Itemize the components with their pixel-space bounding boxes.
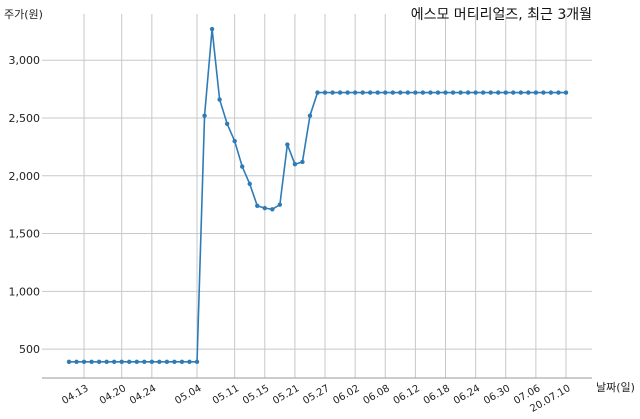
x-tick-label: 05.11 — [211, 383, 241, 407]
x-tick-label: 04.20 — [98, 383, 128, 407]
data-point — [247, 181, 252, 187]
data-point — [300, 159, 305, 165]
data-point — [187, 359, 192, 365]
data-point — [375, 90, 380, 95]
data-point — [383, 90, 388, 95]
data-point — [277, 202, 283, 207]
x-tick-label: 04.24 — [128, 383, 158, 407]
data-point — [209, 26, 215, 32]
data-point — [157, 359, 162, 365]
data-point — [398, 90, 403, 95]
data-point — [179, 359, 185, 365]
x-tick-label: 05.21 — [271, 383, 301, 407]
x-tick-label: 06.12 — [392, 383, 422, 407]
data-point — [511, 90, 516, 95]
data-point — [488, 90, 493, 95]
x-tick-label: 06.08 — [361, 383, 391, 407]
y-tick-label: 1,000 — [9, 285, 41, 298]
data-point — [360, 90, 365, 95]
data-point — [217, 97, 222, 102]
data-point — [420, 90, 426, 95]
data-point — [556, 90, 561, 95]
data-point — [458, 90, 463, 95]
data-point — [172, 359, 177, 365]
x-tick-label: 06.18 — [422, 383, 452, 407]
data-point — [413, 90, 418, 95]
data-point — [435, 90, 441, 95]
data-point — [164, 359, 170, 365]
data-point — [473, 90, 478, 95]
data-point — [149, 359, 155, 365]
data-point — [119, 359, 124, 365]
data-point — [96, 359, 102, 365]
data-point — [89, 359, 94, 365]
x-axis-label: 날짜(일) — [596, 380, 635, 394]
y-tick-label: 3,000 — [9, 54, 41, 67]
x-tick-label: 06.24 — [452, 383, 482, 407]
x-tick-label: 05.04 — [173, 383, 203, 407]
data-point — [111, 359, 117, 365]
data-point — [533, 90, 539, 95]
data-point — [104, 359, 109, 365]
data-point — [345, 90, 350, 95]
data-point — [285, 142, 290, 147]
data-point — [81, 359, 87, 365]
series-line — [69, 28, 566, 363]
data-point — [405, 90, 411, 95]
data-point — [66, 359, 72, 365]
x-tick-label: 05.27 — [301, 383, 331, 407]
x-tick-label: 06.02 — [331, 383, 361, 407]
data-point — [270, 207, 275, 212]
data-point — [322, 90, 328, 95]
data-point — [526, 90, 531, 95]
grid — [42, 14, 592, 378]
data-point — [202, 113, 207, 118]
data-point — [142, 359, 147, 365]
data-point — [262, 205, 267, 211]
y-tick-labels: 500 1,000 1,500 2,000 2,500 3,000 — [9, 54, 41, 356]
x-tick-label: 06.30 — [482, 383, 512, 407]
data-point — [503, 90, 508, 95]
y-tick-label: 1,500 — [9, 228, 41, 241]
data-point — [337, 90, 343, 95]
data-point — [428, 90, 433, 95]
data-point — [232, 138, 237, 144]
data-point — [224, 121, 230, 126]
data-point — [518, 90, 524, 95]
data-points — [66, 26, 569, 365]
data-point — [541, 90, 546, 95]
data-point — [194, 359, 200, 365]
data-point — [496, 90, 501, 95]
x-tick-label: 05.15 — [241, 383, 271, 407]
x-tick-labels: 04.13 04.20 04.24 05.04 05.11 05.15 05.21 05.27… — [60, 383, 572, 415]
data-point — [134, 359, 139, 365]
data-point — [307, 113, 313, 118]
x-tick-label: 04.13 — [60, 383, 90, 407]
data-point — [563, 90, 569, 95]
y-tick-label: 2,000 — [9, 170, 41, 183]
y-tick-label: 500 — [19, 343, 40, 356]
y-axis-label: 주가(원) — [4, 8, 43, 21]
data-point — [255, 203, 260, 209]
data-point — [330, 90, 335, 95]
data-point — [352, 90, 358, 95]
data-point — [443, 90, 448, 95]
data-point — [74, 359, 79, 365]
data-point — [368, 90, 373, 95]
data-point — [465, 90, 471, 95]
data-point — [480, 90, 486, 95]
data-point — [127, 359, 132, 365]
data-point — [450, 90, 456, 95]
data-point — [240, 164, 245, 169]
data-point — [292, 162, 298, 167]
data-point — [548, 90, 554, 95]
data-point — [315, 90, 320, 95]
chart-title: 에스모 머티리얼즈, 최근 3개월 — [411, 7, 592, 23]
data-point — [390, 90, 395, 95]
y-tick-label: 2,500 — [9, 112, 41, 125]
